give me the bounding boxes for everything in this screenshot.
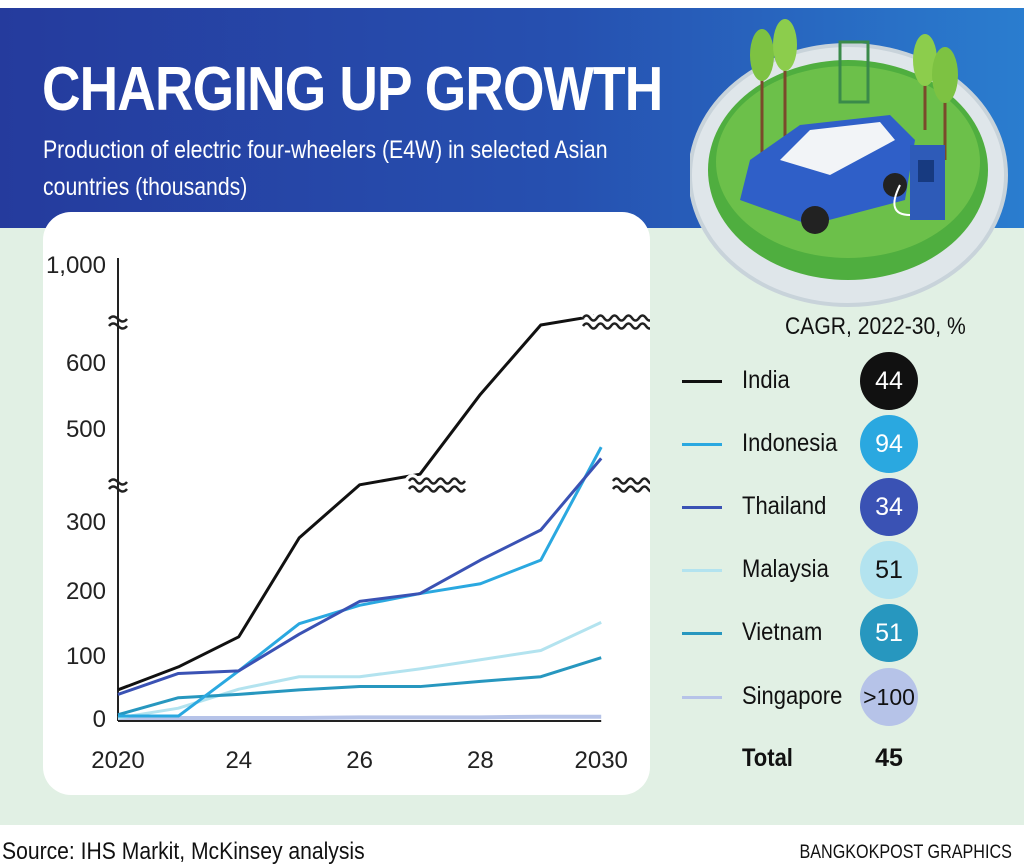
ev-charging-illustration (690, 19, 1008, 307)
x-tick-label: 2030 (575, 747, 628, 774)
series-break-icon (581, 314, 650, 330)
legend-title: CAGR, 2022-30, % (785, 313, 966, 340)
x-tick-label: 2020 (91, 747, 144, 774)
series-break-icon (611, 477, 650, 493)
total-label: Total (742, 744, 793, 772)
legend-item-vietnam: Vietnam 51 (682, 604, 1002, 662)
x-tick-label: 26 (346, 747, 373, 774)
tree-icon (750, 19, 958, 160)
legend-label: Malaysia (742, 555, 829, 583)
y-tick-label: 200 (66, 578, 106, 605)
cagr-badge: 34 (860, 478, 918, 536)
legend-label: Thailand (742, 492, 827, 520)
legend-item-singapore: Singapore >100 (682, 668, 1002, 726)
legend-label: Indonesia (742, 429, 838, 457)
page-title: CHARGING UP GROWTH (42, 55, 663, 124)
y-tick-label: 500 (66, 416, 106, 443)
cagr-badge: 51 (860, 541, 918, 599)
series-line-india (117, 313, 602, 692)
legend-line-swatch (682, 380, 722, 383)
axis-break-icon (108, 315, 128, 330)
legend-line-swatch (682, 506, 722, 509)
legend-item-malaysia: Malaysia 51 (682, 541, 1002, 599)
axis-break-icon (108, 478, 128, 493)
series-break-icon (407, 477, 467, 493)
cagr-badge: >100 (860, 668, 918, 726)
legend-label: Singapore (742, 682, 843, 710)
x-tick-label: 24 (225, 747, 252, 774)
legend-item-thailand: Thailand 34 (682, 478, 1002, 536)
legend-item-indonesia: Indonesia 94 (682, 415, 1002, 473)
chart-card: 0 100 200 300 500 600 1,000 2020 24 26 28 2030 (43, 212, 650, 795)
line-chart: 0 100 200 300 500 600 1,000 2020 24 26 28 2030 (46, 252, 650, 774)
legend-line-swatch (682, 569, 722, 572)
page-subtitle: Production of electric four-wheelers (E4… (43, 136, 608, 201)
series-line-thailand (117, 457, 603, 696)
cagr-badge: 51 (860, 604, 918, 662)
charging-station-icon (893, 145, 945, 220)
y-tick-label: 100 (66, 643, 106, 670)
cagr-badge: 44 (860, 352, 918, 410)
cagr-badge: 94 (860, 415, 918, 473)
credit: BANGKOKPOST GRAPHICS (799, 842, 1012, 863)
y-tick-label: 300 (66, 509, 106, 536)
legend-line-swatch (682, 696, 722, 699)
legend-label: India (742, 366, 790, 394)
battery-icon (838, 40, 870, 104)
legend-label: Vietnam (742, 618, 823, 646)
y-tick-label: 0 (93, 706, 106, 733)
legend-line-swatch (682, 632, 722, 635)
total-value: 45 (875, 744, 903, 772)
legend-item-india: India 44 (682, 352, 1002, 410)
car-icon (740, 115, 915, 234)
legend-line-swatch (682, 443, 722, 446)
series-line-malaysia (117, 621, 602, 720)
y-tick-label: 1,000 (46, 252, 106, 279)
y-tick-label: 600 (66, 350, 106, 377)
x-tick-label: 28 (467, 747, 494, 774)
source-note: Source: IHS Markit, McKinsey analysis (2, 838, 365, 865)
